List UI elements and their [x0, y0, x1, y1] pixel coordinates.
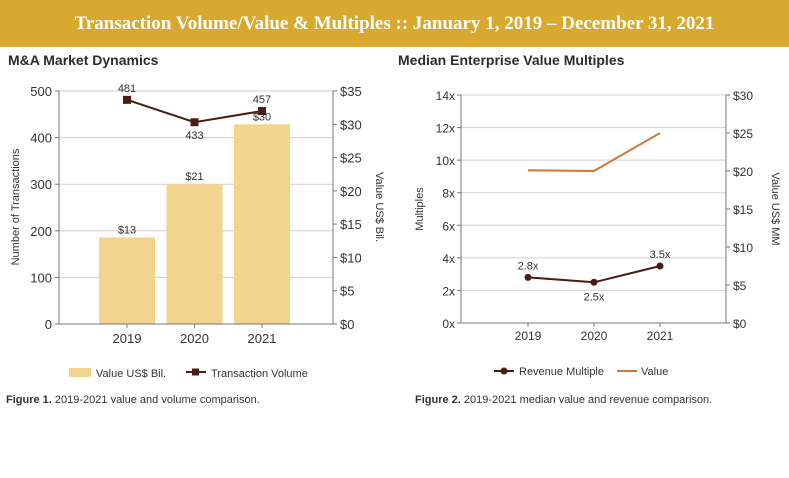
- bar-data-label: $21: [185, 171, 203, 183]
- y-axis-title: Number of Transactions: [10, 148, 22, 265]
- y2-tick-label: $10: [340, 250, 362, 265]
- y-tick-label: 6x: [442, 219, 455, 233]
- y2-tick-label: $15: [340, 217, 362, 232]
- legend-label-value: Value: [641, 366, 668, 378]
- y-tick-label: 4x: [442, 252, 455, 266]
- revenue-data-label: 3.5x: [650, 249, 671, 261]
- y-tick-label: 14x: [436, 89, 455, 103]
- y2-tick-label: $30: [733, 89, 753, 103]
- y2-axis-title: Value US$ MM: [769, 172, 781, 245]
- y2-tick-label: $10: [733, 241, 753, 255]
- volume-data-label: 433: [185, 130, 203, 142]
- legend-swatch-revenue-marker: [500, 367, 508, 375]
- y-tick-label: 500: [30, 84, 52, 99]
- legend-label-value: Value US$ Bil.: [96, 368, 166, 380]
- volume-data-label: 481: [118, 83, 136, 95]
- revenue-data-label: 2.8x: [518, 260, 539, 272]
- x-tick-label: 2020: [581, 329, 608, 343]
- header-banner: Transaction Volume/Value & Multiples :: …: [0, 0, 789, 47]
- revenue-data-label: 2.5x: [584, 291, 605, 303]
- revenue-point: [656, 262, 664, 270]
- chart2-title: Median Enterprise Value Multiples: [398, 52, 625, 68]
- y-tick-label: 12x: [436, 122, 455, 136]
- y-tick-label: 100: [30, 270, 52, 285]
- volume-point: [123, 95, 131, 104]
- y-tick-label: 200: [30, 224, 52, 239]
- y-tick-label: 400: [30, 131, 52, 146]
- legend-label-revenue: Revenue Multiple: [519, 366, 604, 378]
- y-tick-label: 300: [30, 177, 52, 192]
- y2-tick-label: $5: [340, 284, 354, 299]
- x-tick-label: 2019: [515, 329, 542, 343]
- bar-data-label: $13: [118, 224, 136, 236]
- chart2-caption-label: Figure 2.: [415, 394, 461, 406]
- bar-data-label: $30: [253, 111, 271, 123]
- y-tick-label: 8x: [442, 187, 455, 201]
- y2-tick-label: $35: [340, 84, 362, 99]
- volume-data-label: 457: [253, 94, 271, 106]
- y2-tick-label: $15: [733, 203, 753, 217]
- y-axis-title: Multiples: [414, 187, 426, 231]
- chart1-caption-label: Figure 1.: [6, 394, 52, 406]
- volume-point: [258, 107, 266, 116]
- header-title: Transaction Volume/Value & Multiples :: …: [74, 12, 715, 34]
- legend-swatch-bar: [69, 368, 91, 377]
- value-line: [527, 132, 661, 173]
- volume-point: [190, 118, 199, 127]
- chart1-title: M&A Market Dynamics: [8, 52, 159, 68]
- y2-tick-label: $25: [733, 127, 753, 141]
- y2-tick-label: $25: [340, 151, 362, 166]
- y-tick-label: 0x: [442, 317, 455, 331]
- y2-tick-label: $20: [733, 165, 753, 179]
- y-tick-label: 2x: [442, 284, 455, 298]
- legend-label-volume: Transaction Volume: [211, 368, 308, 380]
- y2-tick-label: $0: [340, 317, 354, 332]
- revenue-point: [590, 278, 598, 286]
- x-tick-label: 2020: [180, 331, 209, 346]
- x-tick-label: 2019: [113, 331, 142, 346]
- chart1-caption-text: 2019-2021 value and volume comparison.: [54, 394, 260, 406]
- x-tick-label: 2021: [647, 329, 674, 343]
- chart2-caption-text: 2019-2021 median value and revenue compa…: [463, 394, 713, 406]
- y-tick-label: 10x: [436, 154, 455, 168]
- legend-swatch-marker: [192, 368, 199, 376]
- y2-axis-title: Value US$ Bil.: [373, 172, 385, 242]
- chart2-caption: Figure 2. 2019-2021 median value and rev…: [415, 394, 712, 406]
- y-tick-label: 0: [45, 317, 52, 332]
- revenue-point: [524, 273, 532, 281]
- bar-value: [234, 124, 290, 325]
- bar-value: [99, 237, 155, 324]
- y2-tick-label: $0: [733, 317, 747, 331]
- y2-tick-label: $30: [340, 117, 362, 132]
- y2-tick-label: $20: [340, 184, 362, 199]
- y2-tick-label: $5: [733, 279, 747, 293]
- chart1-caption: Figure 1. 2019-2021 value and volume com…: [6, 394, 260, 406]
- x-tick-label: 2021: [248, 331, 277, 346]
- bar-value: [166, 184, 223, 324]
